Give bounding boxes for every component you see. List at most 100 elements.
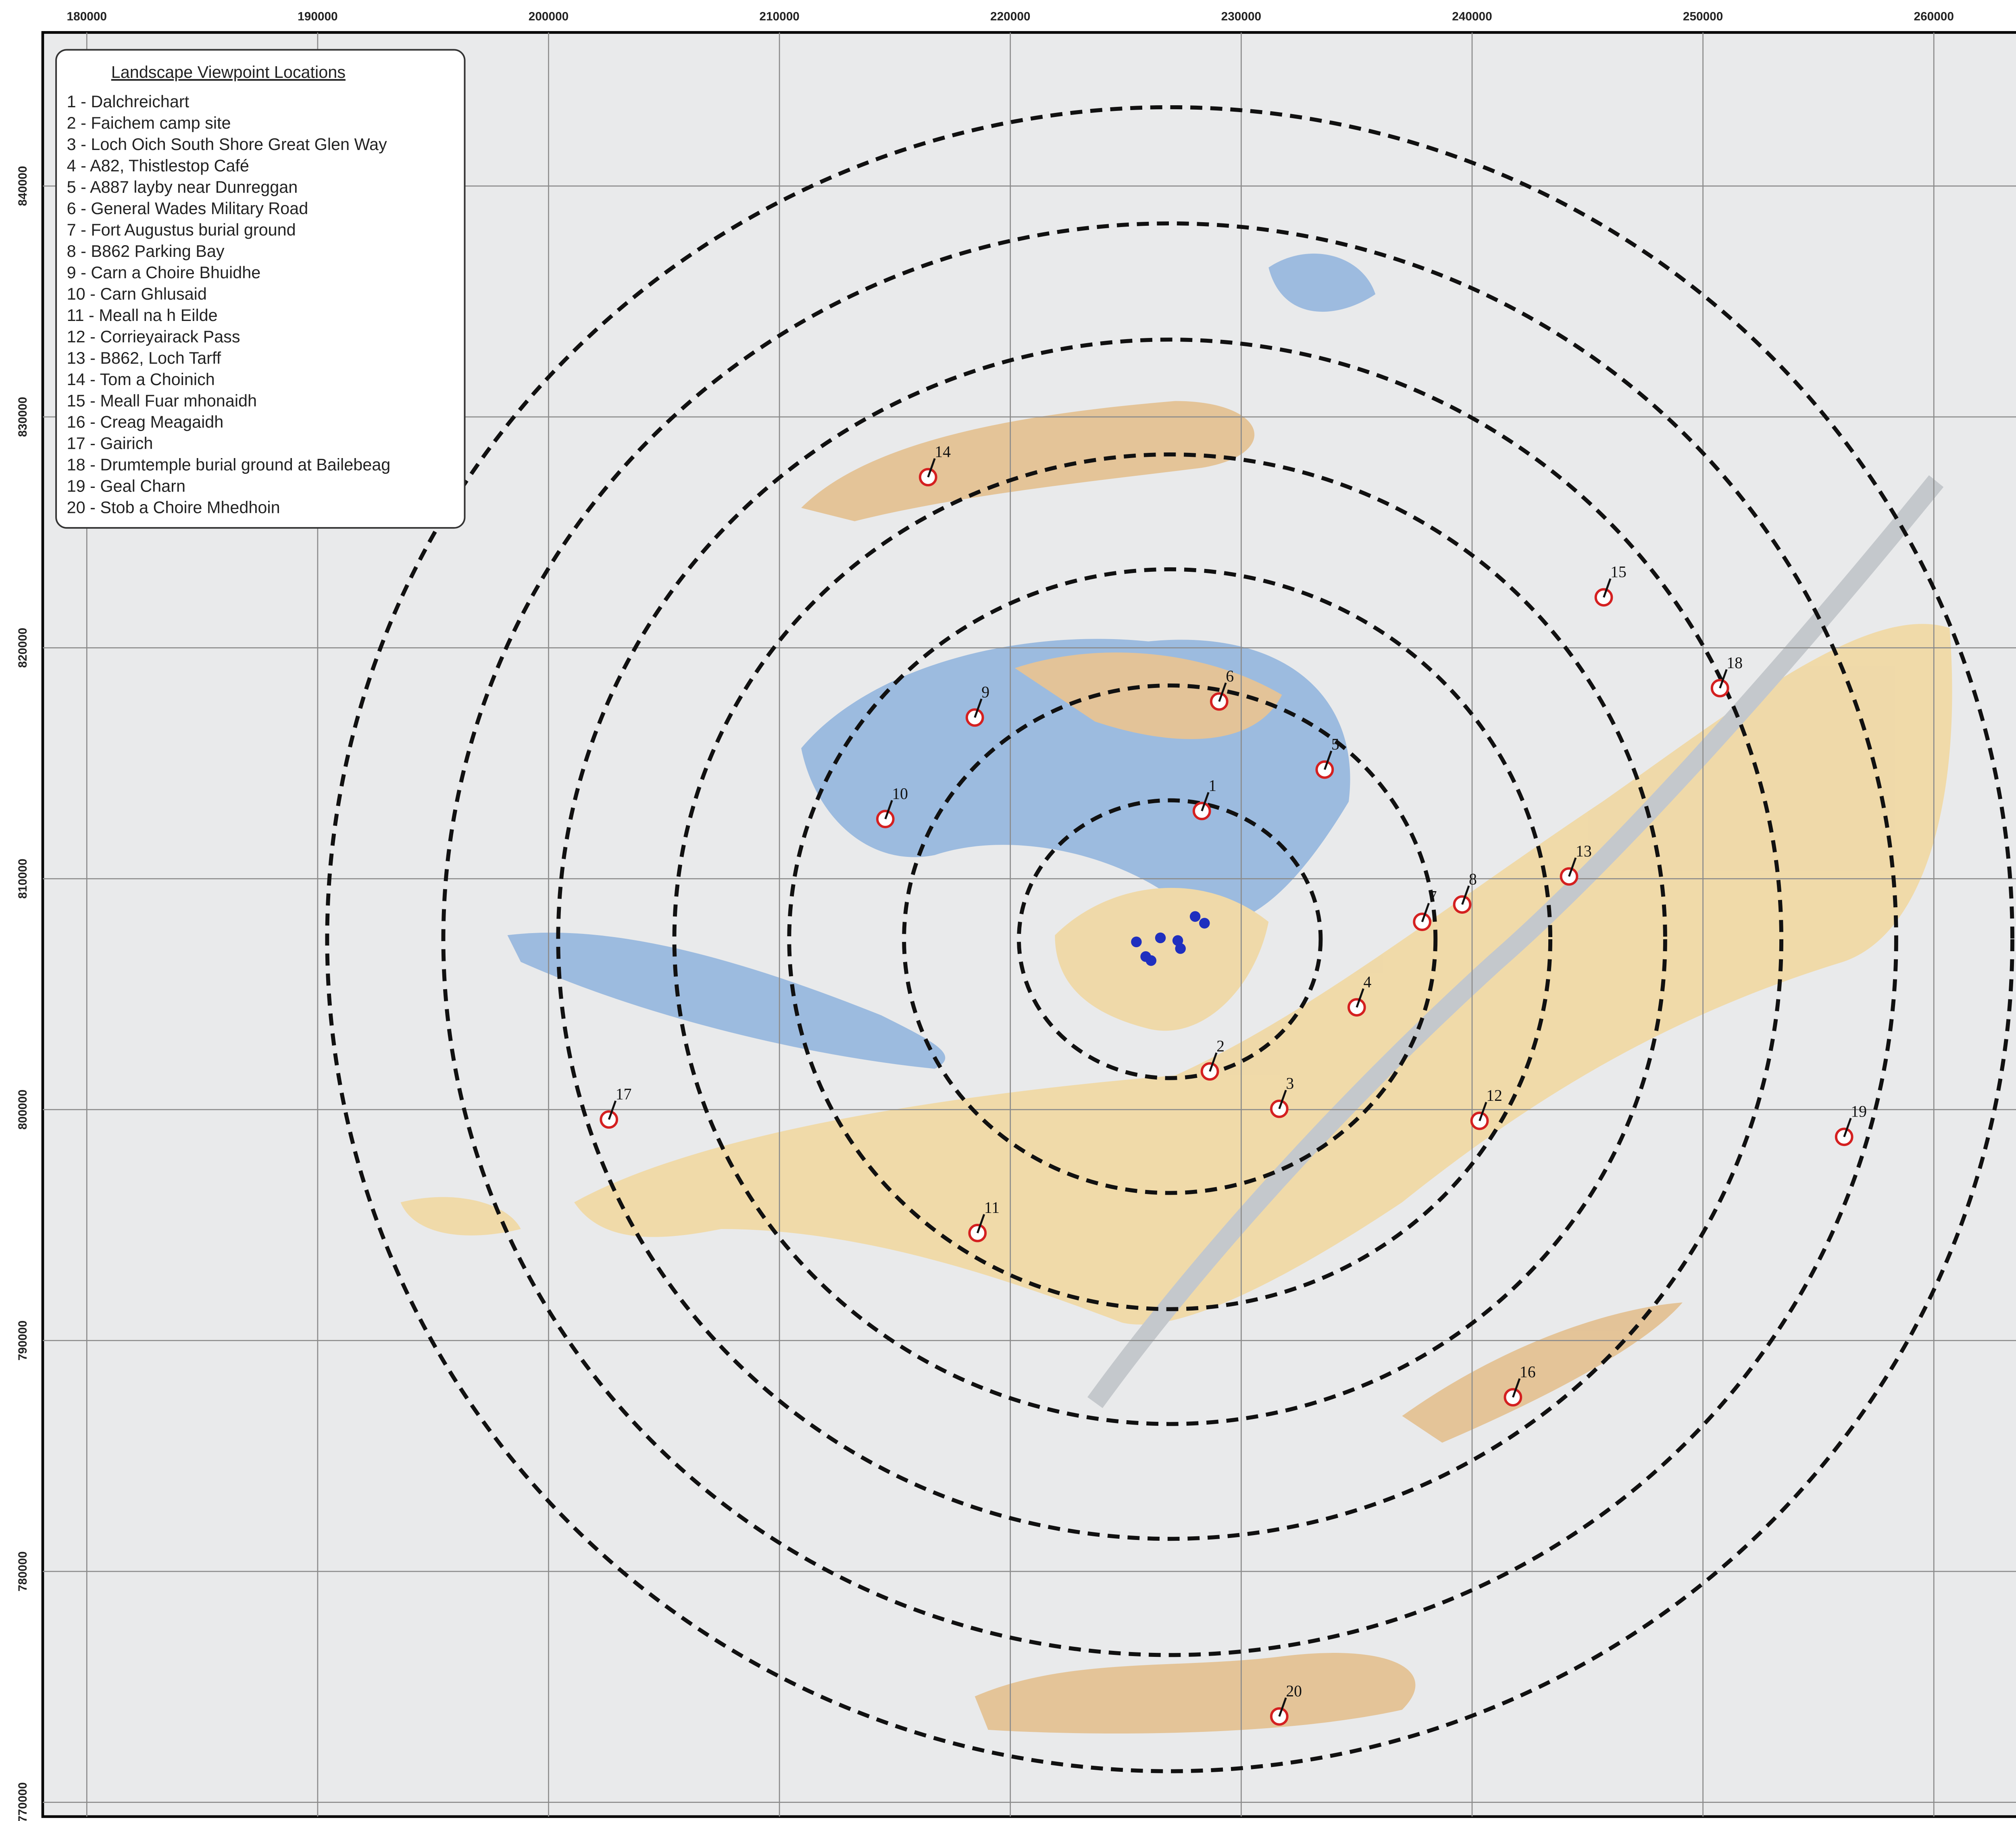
x-tick-label: 200000 (529, 10, 569, 23)
viewpoint-leader (1479, 1102, 1487, 1121)
y-tick-label: 770000 (16, 1782, 29, 1821)
visibility-area (801, 401, 1255, 521)
legend-item: 13 - B862, Loch Tarff (67, 349, 221, 367)
visibility-area (1616, 681, 1856, 869)
y-tick-label: 780000 (16, 1551, 29, 1591)
viewpoint-label: 1 (1208, 777, 1216, 795)
viewpoint-label: 15 (1610, 563, 1627, 581)
x-tick-label: 260000 (1914, 10, 1954, 23)
visibility-area (507, 932, 946, 1069)
viewpoint: 19 (1835, 1103, 1867, 1146)
visibility-area (975, 1653, 1416, 1734)
turbine (1131, 936, 1142, 948)
distance-ring (325, 105, 2014, 1773)
viewpoint-leader (1603, 578, 1612, 598)
viewpoint-leader (1843, 1118, 1852, 1138)
viewpoint: 4 (1347, 973, 1371, 1017)
viewpoint-label: 19 (1851, 1103, 1867, 1121)
legend-item: 11 - Meall na h Eilde (67, 306, 218, 325)
viewpoint: 1 (1192, 777, 1216, 821)
viewpoint-label: 6 (1226, 667, 1234, 685)
distance-ring (441, 221, 1898, 1657)
viewpoint-label: 2 (1216, 1037, 1225, 1055)
distance-rings (325, 105, 2014, 1773)
turbine (1155, 932, 1166, 944)
viewpoint-marker (1315, 760, 1334, 779)
viewpoint-label: 8 (1469, 870, 1477, 888)
distance-ring (787, 567, 1553, 1311)
visibility-area (1055, 888, 1269, 1031)
turbine (1189, 911, 1201, 922)
distance-ring (556, 338, 1783, 1541)
viewpoint: 8 (1453, 870, 1477, 914)
viewpoint-leader (976, 1214, 985, 1233)
viewpoint: 17 (600, 1086, 632, 1129)
viewpoint-leader (1719, 669, 1728, 689)
viewpoint-leader (884, 800, 893, 819)
viewpoint-marker (1470, 1111, 1489, 1130)
legend-item: 14 - Tom a Choinich (67, 370, 215, 389)
legend-item: 2 - Faichem camp site (67, 114, 231, 132)
legend-item: 19 - Geal Charn (67, 477, 185, 496)
viewpoint-marker (1835, 1127, 1854, 1146)
viewpoint-leader (1421, 902, 1430, 922)
visibility-area (574, 624, 1952, 1325)
visibility-area (400, 1197, 521, 1236)
grid (42, 32, 2016, 1817)
x-tick-label: 230000 (1221, 10, 1261, 23)
y-tick-label: 810000 (16, 858, 29, 898)
viewpoint-label: 4 (1363, 973, 1371, 991)
viewpoint-label: 5 (1331, 735, 1339, 753)
y-tick-label: 790000 (16, 1321, 29, 1361)
viewpoint: 13 (1560, 842, 1592, 886)
viewpoint-label: 3 (1286, 1075, 1294, 1092)
legend-item: 10 - Carn Ghlusaid (67, 285, 207, 303)
viewpoint-label: 7 (1429, 888, 1437, 905)
visibility-area (1268, 253, 1376, 312)
legend-item: 15 - Meall Fuar mhonaidh (67, 392, 257, 410)
x-tick-label: 210000 (759, 10, 799, 23)
viewpoint-label: 13 (1576, 842, 1592, 860)
legend-item: 5 - A887 layby near Dunreggan (67, 178, 298, 196)
viewpoint-label: 14 (935, 443, 951, 461)
viewpoint: 5 (1315, 735, 1339, 779)
distance-ring (1016, 798, 1323, 1080)
viewpoint-label: 18 (1727, 654, 1743, 672)
axis-labels: 180000 190000 200000 210000 220000 230000 2400… (16, 10, 1954, 1821)
viewpoint-leader (1356, 988, 1364, 1008)
turbine (1199, 918, 1210, 929)
loch (1087, 475, 1944, 1408)
legend-item: 17 - Gairich (67, 434, 153, 453)
visibility-area (1015, 652, 1282, 739)
viewpoint: 15 (1594, 563, 1627, 607)
viewpoint-leader (608, 1100, 617, 1120)
viewpoint-leader (1512, 1378, 1521, 1398)
viewpoint-leader (1324, 750, 1333, 770)
viewpoint-label: 20 (1286, 1682, 1302, 1700)
legend-item: 16 - Creag Meagaidh (67, 413, 224, 431)
distance-ring (902, 683, 1438, 1195)
viewpoint: 6 (1210, 667, 1234, 711)
viewpoint-leader (1201, 792, 1210, 812)
legend-item: 6 - General Wades Military Road (67, 199, 308, 218)
x-tick-label: 220000 (990, 10, 1030, 23)
viewpoint: 2 (1200, 1037, 1225, 1081)
viewpoint-leader (1278, 1090, 1287, 1109)
x-tick-label: 190000 (298, 10, 337, 23)
viewpoint-leader (1461, 885, 1470, 905)
x-tick-label: 250000 (1683, 10, 1723, 23)
viewpoint: 14 (918, 443, 951, 487)
y-tick-label: 820000 (16, 628, 29, 668)
viewpoint-label: 12 (1486, 1087, 1502, 1104)
legend-item: 1 - Dalchreichart (67, 92, 190, 111)
legend-title: Landscape Viewpoint Locations (111, 63, 346, 81)
viewpoint: 16 (1504, 1363, 1536, 1407)
viewpoint-leader (1209, 1052, 1218, 1072)
viewpoint-leader (927, 458, 936, 478)
legend-item: 18 - Drumtemple burial ground at Bailebe… (67, 456, 391, 474)
y-tick-label: 840000 (16, 166, 29, 206)
viewpoint-marker (1270, 1099, 1289, 1118)
turbines (1131, 911, 1210, 966)
viewpoint-marker (1270, 1707, 1289, 1726)
x-tick-label: 180000 (67, 10, 107, 23)
